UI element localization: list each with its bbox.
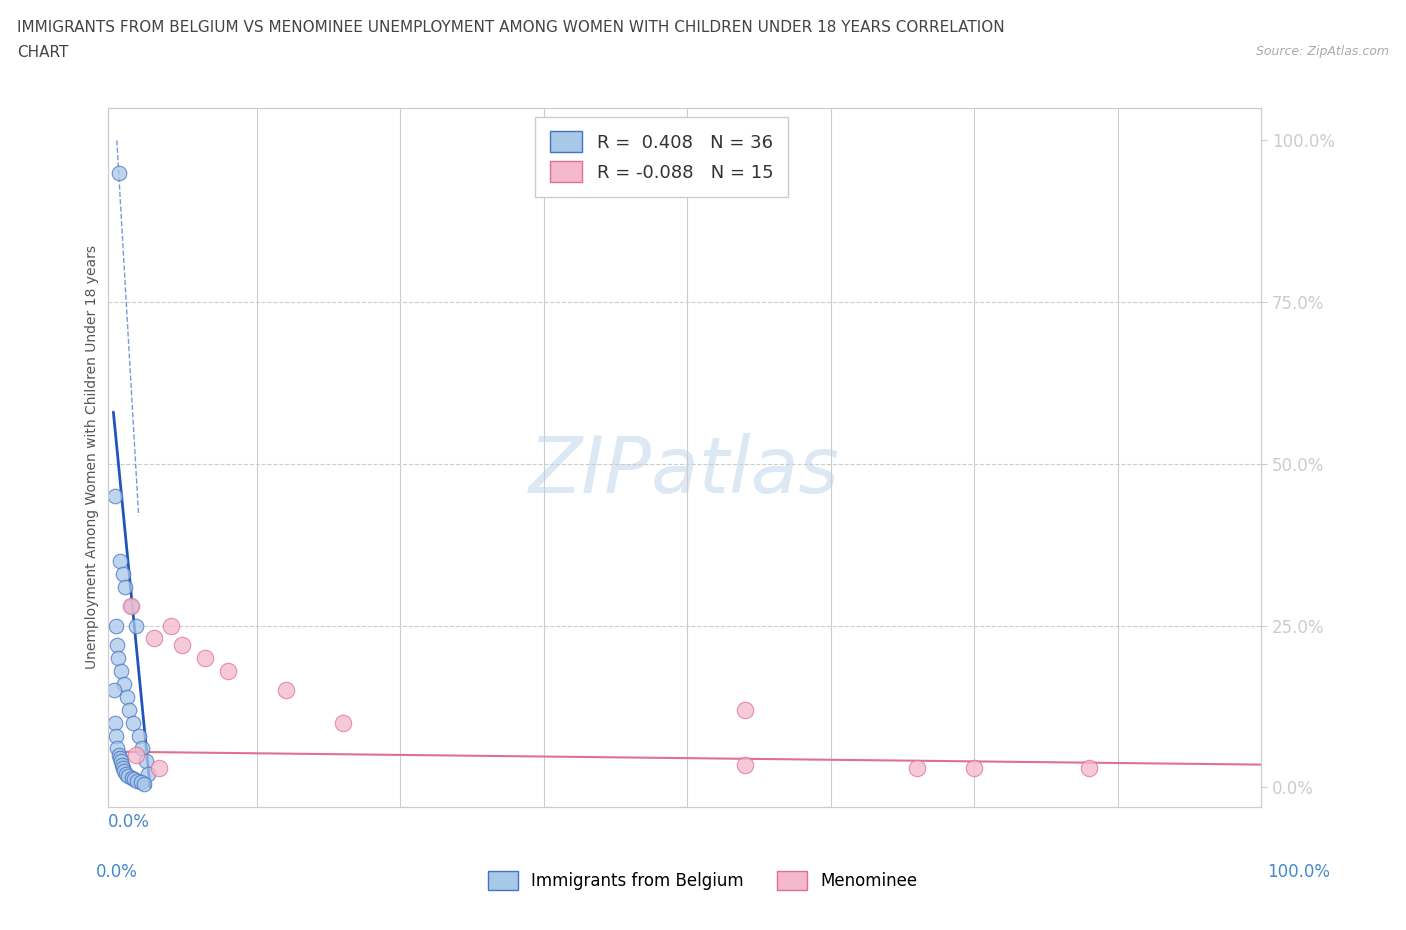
Text: 0.0%: 0.0% (96, 863, 138, 882)
Point (120, 599, 142, 614)
Text: CHART: CHART (17, 45, 69, 60)
Point (121, 770, 143, 785)
Text: IMMIGRANTS FROM BELGIUM VS MENOMINEE UNEMPLOYMENT AMONG WOMEN WITH CHILDREN UNDE: IMMIGRANTS FROM BELGIUM VS MENOMINEE UNE… (17, 20, 1004, 35)
Point (734, 702, 756, 717)
Legend: R =  0.408   N = 36, R = -0.088   N = 15: R = 0.408 N = 36, R = -0.088 N = 15 (536, 117, 787, 196)
Point (274, 683, 297, 698)
Text: Source: ZipAtlas.com: Source: ZipAtlas.com (1256, 45, 1389, 58)
Point (108, 751, 131, 765)
Point (115, 767, 138, 782)
Point (131, 741, 153, 756)
Point (128, 728, 150, 743)
Text: ZIPatlas: ZIPatlas (529, 433, 839, 510)
Point (108, 166, 131, 180)
Point (136, 767, 159, 782)
Text: 0.0%: 0.0% (108, 813, 149, 831)
Point (159, 618, 181, 633)
Point (104, 488, 127, 503)
Point (125, 618, 148, 633)
Point (117, 768, 139, 783)
Point (107, 650, 129, 665)
Point (114, 579, 136, 594)
Point (905, 761, 928, 776)
Point (110, 553, 132, 568)
Legend: Immigrants from Belgium, Menominee: Immigrants from Belgium, Menominee (479, 862, 927, 898)
Point (134, 777, 156, 791)
Point (103, 683, 125, 698)
Point (332, 715, 354, 730)
Point (111, 566, 134, 581)
Point (194, 650, 217, 665)
Point (107, 748, 129, 763)
Point (172, 637, 194, 652)
Point (112, 761, 135, 776)
Point (127, 774, 149, 789)
Point (148, 761, 170, 776)
Point (118, 702, 141, 717)
Point (125, 748, 148, 763)
Point (1078, 761, 1101, 776)
Point (105, 637, 128, 652)
Point (120, 599, 142, 614)
Point (105, 618, 128, 633)
Point (103, 715, 125, 730)
Point (217, 663, 239, 678)
Point (105, 741, 128, 756)
Point (112, 764, 135, 778)
Point (111, 757, 134, 772)
Point (122, 715, 145, 730)
Point (115, 689, 138, 704)
Point (734, 757, 756, 772)
Point (110, 754, 132, 769)
Point (104, 728, 127, 743)
Text: 100.0%: 100.0% (1267, 863, 1330, 882)
Point (112, 676, 135, 691)
Y-axis label: Unemployment Among Women with Children Under 18 years: Unemployment Among Women with Children U… (86, 246, 100, 670)
Point (134, 754, 156, 769)
Point (110, 663, 132, 678)
Point (129, 775, 152, 790)
Point (963, 761, 986, 776)
Point (142, 631, 165, 646)
Point (122, 772, 145, 787)
